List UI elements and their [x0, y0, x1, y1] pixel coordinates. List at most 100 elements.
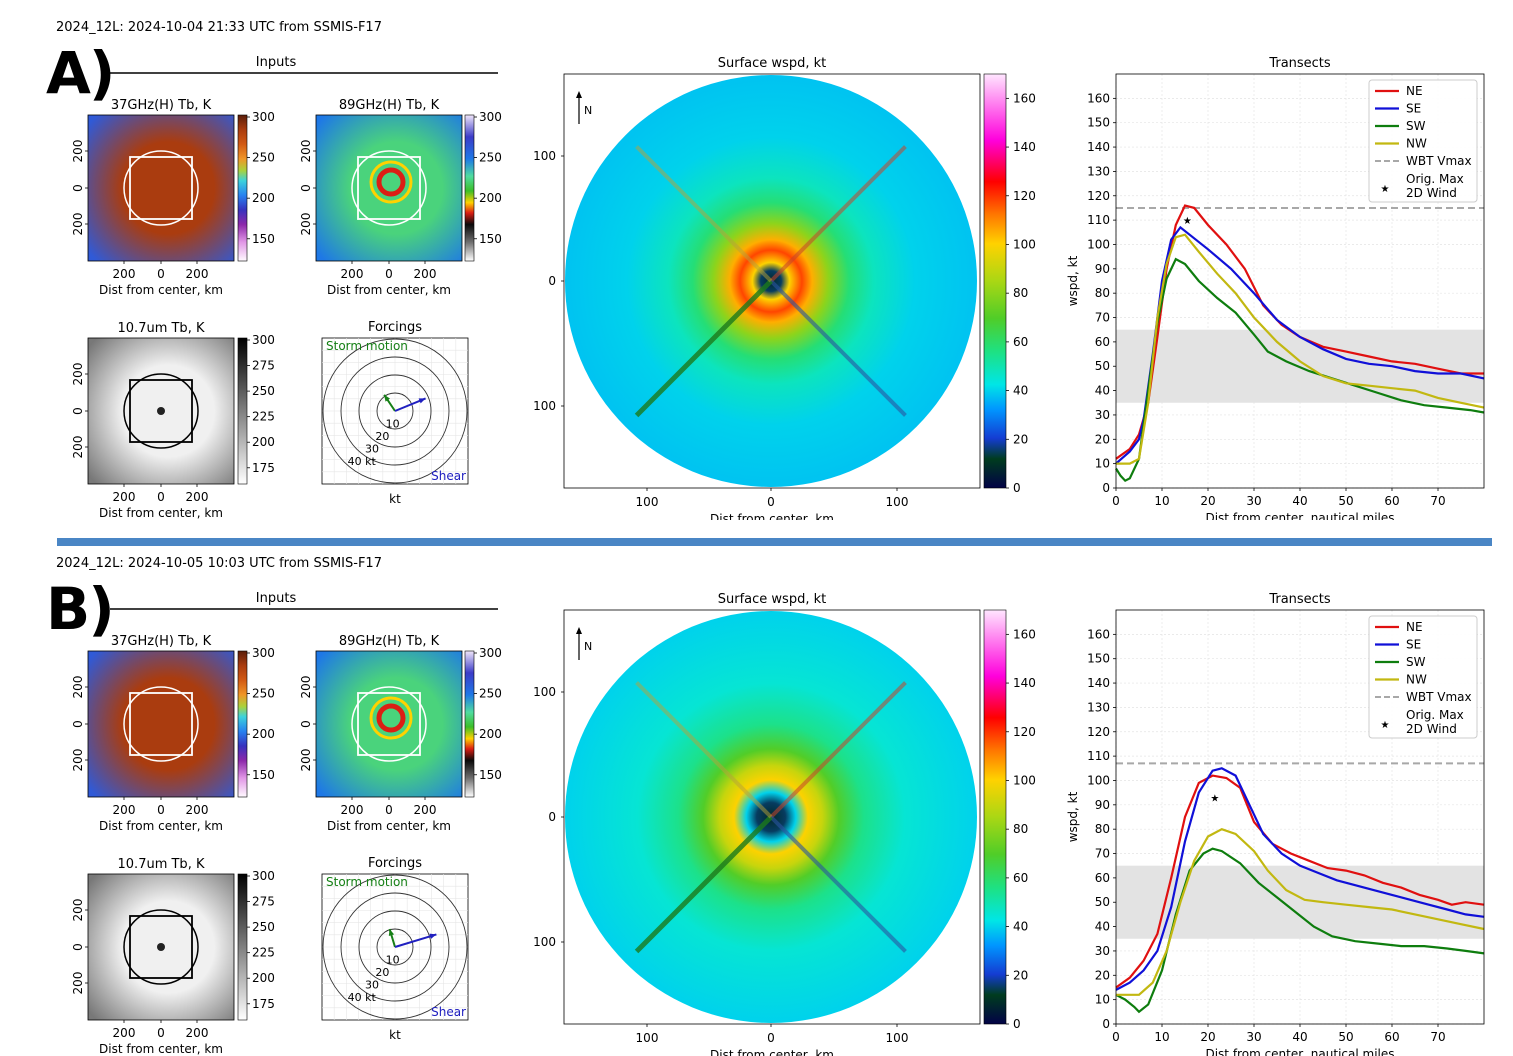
wspd-title: Surface wspd, kt — [718, 592, 826, 607]
y-tick-label: 60 — [1095, 335, 1110, 349]
north-arrow-head — [576, 627, 582, 634]
x-tick-label: 0 — [385, 803, 393, 817]
legend-label: NW — [1406, 137, 1427, 151]
colorbar-tick-label: 120 — [1013, 189, 1036, 203]
x-tick-label: 100 — [636, 495, 659, 509]
x-tick-label: 200 — [414, 267, 437, 281]
speed-ring — [340, 892, 450, 1002]
eyewall-ring — [376, 703, 406, 733]
legend-label: Orig. Max — [1406, 172, 1464, 186]
image-ir37 — [88, 115, 234, 261]
colorbar-tick-label: 20 — [1013, 432, 1028, 446]
y-tick-label: 90 — [1095, 798, 1110, 812]
transects-y-label: wspd, kt — [1066, 255, 1080, 306]
x-tick-label: 100 — [886, 495, 909, 509]
colorbar-tick-label: 160 — [1013, 627, 1036, 641]
x-tick-label: 0 — [767, 495, 775, 509]
x-tick-label: 200 — [113, 803, 136, 817]
colorbar-tick-label: 40 — [1013, 384, 1028, 398]
wspd-colorbar — [983, 609, 1007, 1025]
colorbar-tick-label: 0 — [1013, 481, 1021, 495]
image-title: 37GHz(H) Tb, K — [111, 98, 212, 113]
colorbar-tick-label: 250 — [252, 687, 275, 701]
colorbar-tick-label: 60 — [1013, 335, 1028, 349]
y-tick-label: 120 — [1087, 189, 1110, 203]
colorbar-tick-label: 140 — [1013, 676, 1036, 690]
orig-max-star-marker: ★ — [1210, 794, 1219, 805]
colorbar-tick-label: 300 — [479, 110, 502, 124]
transects-title: Transects — [1268, 592, 1331, 607]
colorbar-tick-label: 175 — [252, 997, 275, 1011]
legend-label: SE — [1406, 638, 1421, 652]
y-tick-label: 150 — [1087, 116, 1110, 130]
panel-header: 2024_12L: 2024-10-04 21:33 UTC from SSMI… — [56, 20, 382, 35]
eyewall-ring — [369, 160, 413, 204]
wspd-x-label: Dist from center, km — [710, 1048, 834, 1056]
y-tick-label: 160 — [1087, 627, 1110, 641]
colorbar-tick-label: 80 — [1013, 822, 1028, 836]
x-tick-label: 200 — [341, 267, 364, 281]
colorbar-tick-label: 200 — [252, 727, 275, 741]
colorbar — [464, 114, 475, 262]
colorbar-tick-label: 175 — [252, 461, 275, 475]
ring-label: 20 — [375, 966, 389, 979]
series-line-ne — [1115, 774, 1485, 989]
wspd-title: Surface wspd, kt — [718, 56, 826, 71]
y-tick-label: 140 — [1087, 676, 1110, 690]
colorbar-tick-label: 80 — [1013, 286, 1028, 300]
colorbar — [237, 114, 248, 262]
transects-x-label: Dist from center, nautical miles — [1205, 511, 1394, 520]
forcings-title: Forcings — [368, 320, 422, 335]
ring-label: 30 — [365, 978, 379, 991]
colorbar-tick-label: 300 — [252, 333, 275, 347]
transects-title: Transects — [1268, 56, 1331, 71]
y-tick-label: 200 — [71, 749, 85, 772]
y-tick-label: 200 — [299, 140, 313, 163]
ring-label: 10 — [386, 417, 400, 430]
x-tick-label: 0 — [157, 490, 165, 504]
x-tick-label: 200 — [113, 267, 136, 281]
y-tick-label: 30 — [1095, 408, 1110, 422]
wspd-colorbar — [983, 73, 1007, 489]
legend-label: WBT Vmax — [1406, 690, 1472, 704]
colorbar-tick-label: 150 — [479, 768, 502, 782]
y-tick-label: 200 — [71, 436, 85, 459]
y-tick-label: 0 — [71, 184, 85, 192]
speed-ring — [376, 928, 414, 966]
x-tick-label: 0 — [385, 267, 393, 281]
colorbar-tick-label: 250 — [479, 687, 502, 701]
x-tick-label: 60 — [1384, 1030, 1399, 1044]
speed-ring — [322, 338, 468, 484]
series-line-ne — [1115, 204, 1484, 460]
transect-line-sw — [634, 815, 773, 954]
y-tick-label: 150 — [1087, 652, 1110, 666]
y-tick-label: 10 — [1095, 457, 1110, 471]
storm-motion-vector-head — [384, 394, 391, 402]
north-label: N — [584, 640, 592, 653]
y-tick-label: 10 — [1095, 993, 1110, 1007]
transect-line-ne — [769, 681, 907, 819]
x-tick-label: 40 — [1292, 1030, 1307, 1044]
colorbar — [237, 337, 248, 485]
crop-box — [357, 692, 421, 756]
north-label: N — [584, 104, 592, 117]
y-tick-label: 30 — [1095, 944, 1110, 958]
colorbar-tick-label: 150 — [479, 232, 502, 246]
legend-star-marker: ★ — [1381, 720, 1390, 731]
transect-line-se — [769, 815, 907, 953]
y-tick-label: 110 — [1087, 749, 1110, 763]
colorbar-tick-label: 225 — [252, 410, 275, 424]
colorbar-tick-label: 150 — [252, 232, 275, 246]
panel-letter: B) — [46, 575, 115, 643]
eyewall-ring — [369, 696, 413, 740]
shear-vector — [394, 933, 437, 948]
y-tick-label: 200 — [71, 213, 85, 236]
y-tick-label: 200 — [71, 972, 85, 995]
crop-circle — [123, 909, 199, 985]
storm-motion-label: Storm motion — [326, 875, 408, 889]
y-tick-label: 80 — [1095, 286, 1110, 300]
crop-box — [129, 156, 193, 220]
transect-line-nw — [635, 681, 773, 819]
